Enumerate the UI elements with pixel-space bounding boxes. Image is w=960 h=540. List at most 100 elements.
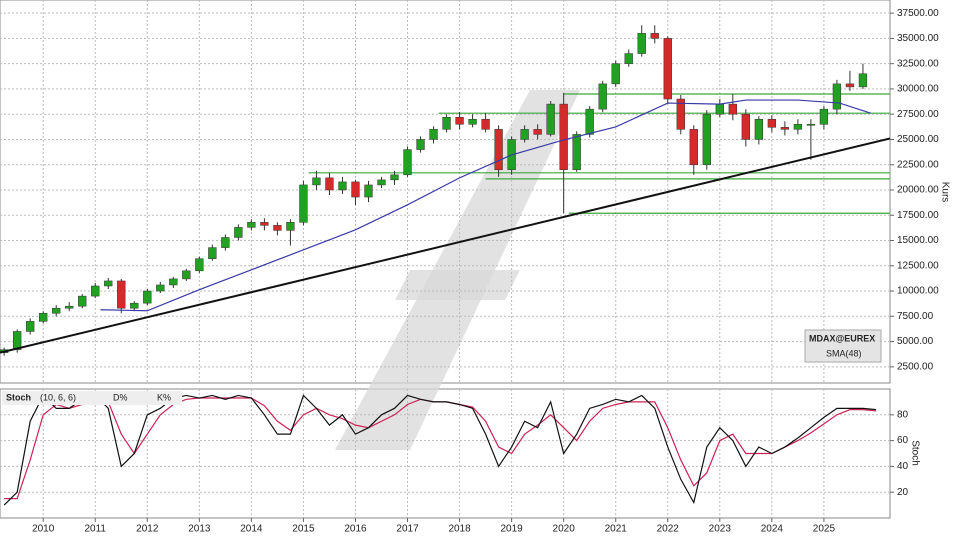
y-tick-label: 25000.00 — [897, 134, 939, 145]
y-tick-label: 10000.00 — [897, 286, 939, 297]
candle-body — [312, 177, 321, 186]
candle-body — [52, 307, 61, 314]
y-tick-label: 32500.00 — [897, 58, 939, 69]
legend-box — [2, 391, 182, 405]
candle-body — [598, 83, 607, 110]
candle-body — [221, 237, 230, 248]
watermark — [395, 270, 520, 300]
candle-body — [234, 227, 243, 238]
candle-body — [520, 129, 529, 140]
sma-line — [100, 99, 871, 312]
candle-body — [351, 181, 360, 198]
candle-body — [273, 225, 282, 231]
candle-body — [286, 222, 295, 231]
legend-box — [804, 329, 882, 363]
candle-body — [91, 285, 100, 297]
candle-body — [611, 63, 620, 85]
candle-body — [299, 184, 308, 223]
legend-label: MDAX@EUREX — [809, 333, 875, 343]
candle-body — [416, 139, 425, 150]
candle-body — [572, 134, 581, 171]
x-tick-label: 2020 — [553, 524, 576, 535]
candle-body — [832, 83, 842, 110]
y-tick-label: 80 — [897, 409, 909, 420]
candle-body — [338, 181, 347, 191]
candle-body — [637, 33, 646, 54]
candle-body — [728, 103, 737, 115]
candle-body — [208, 247, 217, 259]
candle-body — [676, 98, 685, 130]
candle-body — [793, 124, 803, 130]
candle-body — [806, 124, 816, 126]
candle-body — [65, 305, 74, 309]
candle-body — [481, 118, 490, 130]
plot-layer: 2500.00 5000.00 7500.00 10000.00 12500.00 150… — [0, 0, 939, 535]
x-tick-label: 2017 — [396, 524, 419, 535]
x-tick-label: 2021 — [605, 524, 628, 535]
stoch-panel — [0, 388, 891, 519]
x-tick-label: 2011 — [84, 524, 106, 535]
candle-body — [845, 83, 855, 88]
y-tick-label: 37500.00 — [897, 8, 939, 19]
x-tick-label: 2018 — [448, 524, 471, 535]
candle-body — [78, 295, 87, 307]
y-tick-label: 30000.00 — [897, 84, 939, 95]
candle-body — [819, 108, 829, 125]
x-tick-label: 2019 — [500, 524, 523, 535]
y-axis-label: Kurs — [939, 182, 950, 203]
candle-body — [247, 222, 256, 228]
candle-body — [325, 177, 334, 191]
x-tick-label: 2013 — [188, 524, 211, 535]
candle-body — [559, 103, 568, 171]
y-tick-label: 40 — [897, 461, 909, 472]
y-tick-label: 15000.00 — [897, 235, 939, 246]
candle-body — [143, 290, 152, 304]
candle-body — [130, 302, 139, 309]
y-tick-label: 22500.00 — [897, 159, 939, 170]
x-tick-label: 2010 — [32, 524, 55, 535]
candle-body — [702, 113, 711, 165]
candle-body — [260, 222, 269, 226]
candle-body — [13, 331, 22, 350]
candle-body — [169, 278, 178, 286]
legend-label: K% — [157, 392, 171, 402]
candle-body — [117, 280, 126, 309]
x-tick-label: 2016 — [344, 524, 367, 535]
legend-params: (10, 6, 6) — [40, 392, 76, 402]
candle-body — [767, 118, 777, 128]
candle-body — [546, 103, 555, 135]
candle-body — [104, 280, 113, 287]
y-tick-label: 20000.00 — [897, 185, 939, 196]
y-axis-label: Stoch — [909, 440, 920, 466]
candle-body — [195, 258, 204, 272]
x-tick-label: 2024 — [761, 524, 784, 535]
candle-body — [663, 38, 672, 100]
legend-title: Stoch — [6, 392, 31, 402]
series-line — [3, 394, 877, 506]
candle-body — [650, 33, 659, 39]
x-tick-label: 2025 — [813, 524, 836, 535]
y-tick-label: 12500.00 — [897, 260, 939, 271]
y-tick-label: 2500.00 — [897, 361, 934, 372]
candle-body — [468, 118, 477, 125]
legend-label: D% — [113, 392, 128, 402]
candle-body — [494, 129, 503, 171]
x-tick-label: 2022 — [657, 524, 680, 535]
y-tick-label: 17500.00 — [897, 210, 939, 221]
x-tick-label: 2014 — [240, 524, 263, 535]
x-tick-label: 2023 — [709, 524, 732, 535]
x-tick-label: 2015 — [292, 524, 315, 535]
candle-body — [364, 184, 373, 198]
candle-body — [390, 174, 399, 181]
x-tick-label: 2012 — [136, 524, 159, 535]
candle-body — [858, 73, 868, 88]
candle-body — [741, 113, 750, 140]
candle-body — [429, 129, 438, 140]
y-tick-label: 27500.00 — [897, 109, 939, 120]
candle-body — [715, 103, 724, 115]
candle-body — [156, 284, 165, 292]
y-tick-label: 60 — [897, 435, 909, 446]
y-tick-label: 5000.00 — [897, 336, 934, 347]
candle-body — [689, 129, 698, 165]
